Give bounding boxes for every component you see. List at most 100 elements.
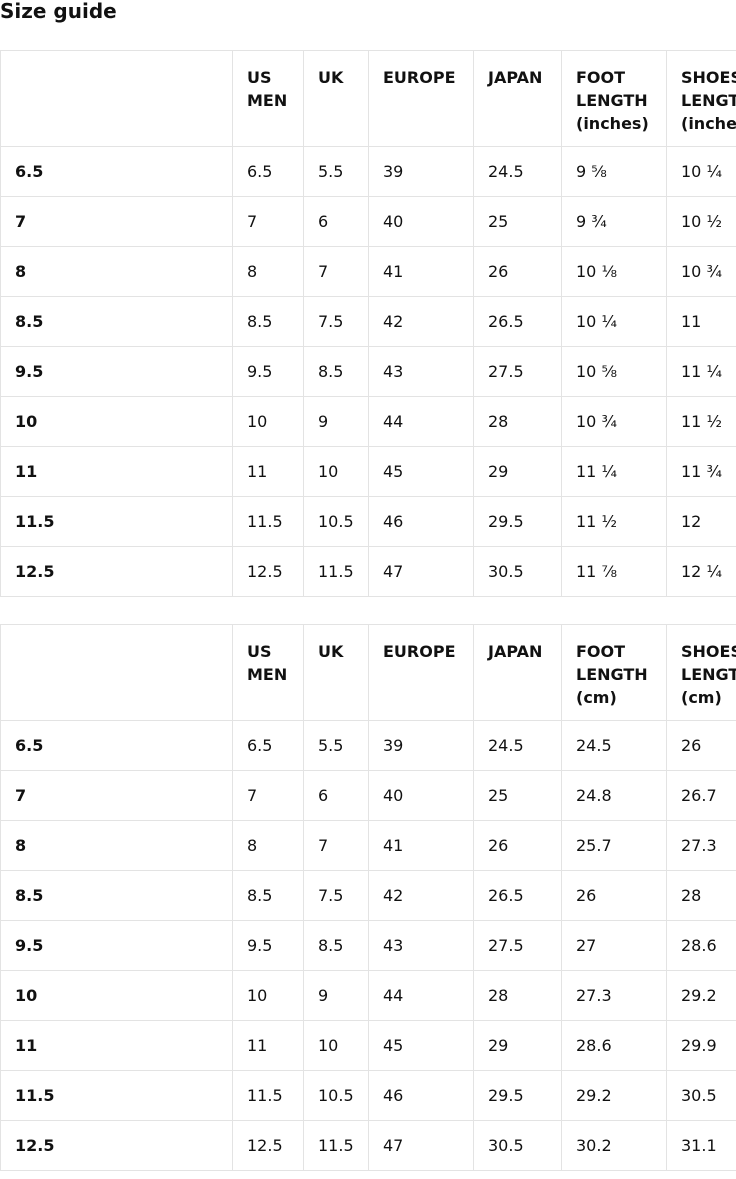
size-cell: 7 [0,196,233,247]
table-cell: 8.5 [232,870,304,921]
table-cell: 9.5 [232,346,304,397]
table-cell: 26.5 [473,296,562,347]
table-cell: 30.2 [561,1120,667,1171]
table-cell: 10 [303,1020,369,1071]
table-cell: 26.7 [666,770,736,821]
table-cell: 11 ½ [561,496,667,547]
table-cell: 5.5 [303,720,369,771]
table-row: 9.5 9.5 8.5 43 27.5 27 28.6 [0,920,736,971]
table-cell: 12.5 [232,546,304,597]
table-cell: 8 [232,246,304,297]
table-cell: 44 [368,970,474,1021]
table-row: 6.5 6.5 5.5 39 24.5 24.5 26 [0,720,736,771]
table-cell: 7.5 [303,296,369,347]
header-cell: JAPAN [473,624,562,721]
table-cell: 30.5 [473,1120,562,1171]
header-cell: EUROPE [368,624,474,721]
table-row: 11 11 10 45 29 28.6 29.9 [0,1020,736,1071]
size-table: US MEN UK EUROPE JAPAN FOOT LENGTH (inches) S… [0,50,736,597]
table-cell: 46 [368,496,474,547]
table-cell: 45 [368,446,474,497]
header-cell: FOOT LENGTH (cm) [561,624,667,721]
table-cell: 24.5 [473,720,562,771]
table-cell: 28 [473,970,562,1021]
table-row: 10 10 9 44 28 10 ¾ 11 ½ [0,396,736,447]
table-cell: 43 [368,346,474,397]
table-cell: 10.5 [303,1070,369,1121]
table-cell: 12.5 [232,1120,304,1171]
table-row: 8.5 8.5 7.5 42 26.5 10 ¼ 11 [0,296,736,347]
page-title: Size guide [0,0,117,23]
table-cell: 26 [473,820,562,871]
table-cell: 11 [666,296,736,347]
header-cell: UK [303,50,369,147]
table-cell: 27.3 [666,820,736,871]
table-cell: 10 [232,396,304,447]
table-cell: 39 [368,146,474,197]
size-cell: 9.5 [0,920,233,971]
table-cell: 7 [232,770,304,821]
table-cell: 12 ¼ [666,546,736,597]
table-cell: 26 [473,246,562,297]
table-row: 8 8 7 41 26 10 ⅛ 10 ¾ [0,246,736,297]
table-cell: 6.5 [232,146,304,197]
table-cell: 10 ⅝ [561,346,667,397]
size-cell: 6.5 [0,720,233,771]
table-cell: 11.5 [232,496,304,547]
table-cell: 26.5 [473,870,562,921]
table-cell: 30.5 [666,1070,736,1121]
table-cell: 29.2 [666,970,736,1021]
size-cell: 10 [0,396,233,447]
table-cell: 10 ¼ [666,146,736,197]
table-cell: 28 [473,396,562,447]
table-cell: 9.5 [232,920,304,971]
size-cell: 8 [0,820,233,871]
table-cell: 39 [368,720,474,771]
table-cell: 44 [368,396,474,447]
table-cell: 11 [232,446,304,497]
table-cell: 8.5 [232,296,304,347]
table-cell: 47 [368,546,474,597]
table-cell: 40 [368,196,474,247]
table-cell: 25.7 [561,820,667,871]
header-cell: JAPAN [473,50,562,147]
table-cell: 27 [561,920,667,971]
table-cell: 8.5 [303,346,369,397]
table-cell: 10 [232,970,304,1021]
table-row: 9.5 9.5 8.5 43 27.5 10 ⅝ 11 ¼ [0,346,736,397]
size-cell: 11.5 [0,1070,233,1121]
table-cell: 41 [368,820,474,871]
table-row: 6.5 6.5 5.5 39 24.5 9 ⅝ 10 ¼ [0,146,736,197]
table-row: 11.5 11.5 10.5 46 29.5 29.2 30.5 [0,1070,736,1121]
table-head: US MEN UK EUROPE JAPAN FOOT LENGTH (cm) SHOES… [0,624,736,721]
table-cell: 26 [561,870,667,921]
table-row: 7 7 6 40 25 9 ¾ 10 ½ [0,196,736,247]
table-row: 11 11 10 45 29 11 ¼ 11 ¾ [0,446,736,497]
size-cell: 11 [0,1020,233,1071]
table-cell: 27.5 [473,920,562,971]
table-cell: 29.5 [473,1070,562,1121]
table-cell: 10.5 [303,496,369,547]
header-row: US MEN UK EUROPE JAPAN FOOT LENGTH (cm) SHOES… [0,624,736,721]
header-row: US MEN UK EUROPE JAPAN FOOT LENGTH (inches) S… [0,50,736,147]
size-cell: 8.5 [0,296,233,347]
table-cell: 10 ½ [666,196,736,247]
table-cell: 31.1 [666,1120,736,1171]
table-cell: 9 ⅝ [561,146,667,197]
table-cell: 6 [303,770,369,821]
table-cell: 9 [303,970,369,1021]
table-cell: 27.5 [473,346,562,397]
table-cell: 24.5 [473,146,562,197]
table-cell: 11 [232,1020,304,1071]
table-cell: 27.3 [561,970,667,1021]
table-cell: 29 [473,446,562,497]
table-cell: 25 [473,196,562,247]
table-cell: 11.5 [303,546,369,597]
table-cell: 6 [303,196,369,247]
table-row: 8 8 7 41 26 25.7 27.3 [0,820,736,871]
table-cell: 30.5 [473,546,562,597]
size-cell: 7 [0,770,233,821]
table-cell: 45 [368,1020,474,1071]
table-row: 11.5 11.5 10.5 46 29.5 11 ½ 12 [0,496,736,547]
